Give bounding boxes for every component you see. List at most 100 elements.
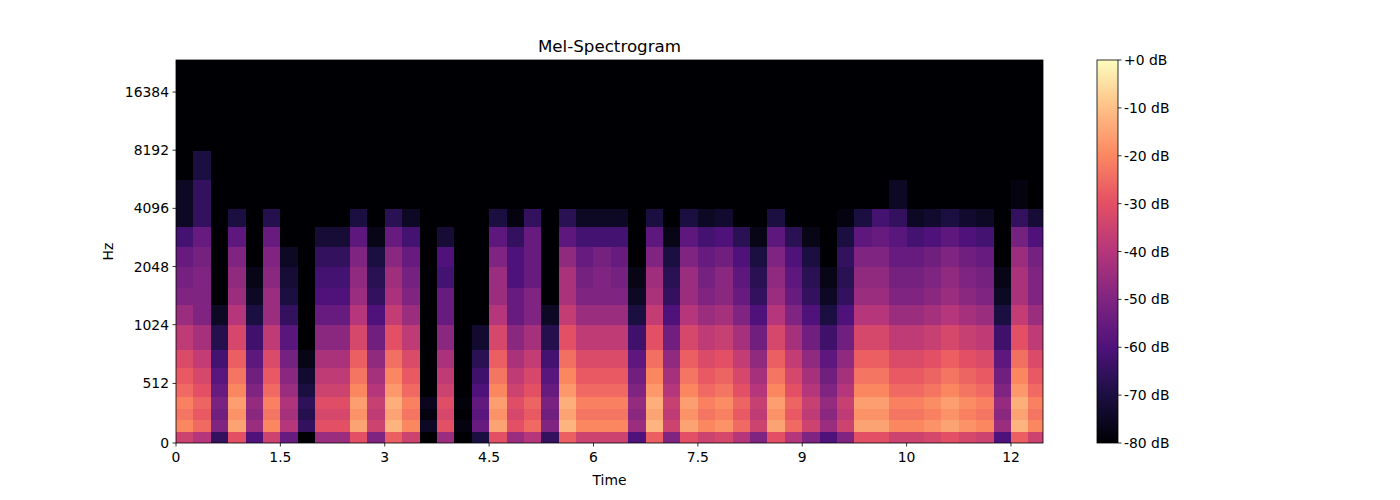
cell [924, 305, 942, 325]
cell [924, 325, 942, 351]
cell [350, 396, 368, 408]
cell [420, 92, 438, 151]
cell [367, 325, 385, 351]
cell [837, 60, 855, 92]
cell [541, 92, 559, 151]
cell [733, 150, 751, 179]
cell [994, 208, 1012, 227]
cell [420, 305, 438, 325]
cell [750, 305, 768, 325]
cell [315, 226, 333, 246]
cell [941, 208, 959, 227]
cell [489, 431, 507, 443]
cell [750, 431, 768, 443]
x-tick-label: 1.5 [269, 449, 291, 465]
cell [767, 350, 785, 368]
cell [454, 246, 472, 266]
cell [820, 408, 838, 420]
cell [524, 383, 542, 396]
cell [280, 431, 298, 443]
cell [1011, 246, 1029, 266]
cell [593, 396, 611, 408]
cell [680, 92, 698, 151]
cell [524, 350, 542, 368]
cell [976, 383, 994, 396]
cell [767, 431, 785, 443]
cell [454, 92, 472, 151]
cell [663, 267, 681, 288]
cell [333, 246, 351, 266]
cell [820, 246, 838, 266]
cell [767, 150, 785, 179]
cell [576, 246, 594, 266]
cell [472, 287, 490, 305]
cell [750, 383, 768, 396]
cell [176, 367, 194, 383]
cell [385, 383, 403, 396]
cell [193, 305, 211, 325]
cell [1028, 305, 1043, 325]
cell [837, 325, 855, 351]
cell [994, 350, 1012, 368]
y-tick-label: 8192 [134, 142, 169, 158]
cell [715, 92, 733, 151]
cell [907, 383, 925, 396]
cell [489, 305, 507, 325]
cell [1011, 150, 1029, 179]
cell [367, 226, 385, 246]
cell [280, 305, 298, 325]
cell [1028, 287, 1043, 305]
cell [385, 396, 403, 408]
cell [472, 367, 490, 383]
cell [994, 287, 1012, 305]
cell [680, 350, 698, 368]
cell [472, 60, 490, 92]
colorbar-tick [1118, 203, 1122, 204]
cell [367, 208, 385, 227]
cell [228, 420, 246, 432]
cell [385, 367, 403, 383]
cell [350, 431, 368, 443]
cell [298, 431, 316, 443]
cell [663, 226, 681, 246]
cell [698, 179, 716, 209]
cell [385, 179, 403, 209]
cell [941, 305, 959, 325]
cell [524, 150, 542, 179]
cell [663, 92, 681, 151]
cell [941, 92, 959, 151]
cell [941, 350, 959, 368]
cell [733, 208, 751, 227]
cell [715, 246, 733, 266]
cell [680, 325, 698, 351]
cell [454, 325, 472, 351]
cell [472, 226, 490, 246]
cell [663, 208, 681, 227]
cell [176, 179, 194, 209]
cell [420, 431, 438, 443]
cell [367, 179, 385, 209]
cell [437, 208, 455, 227]
cell [785, 420, 803, 432]
cell [350, 246, 368, 266]
cell [680, 246, 698, 266]
cell [733, 408, 751, 420]
cell [924, 367, 942, 383]
cell [680, 383, 698, 396]
cell [176, 267, 194, 288]
cell [298, 420, 316, 432]
cell [715, 267, 733, 288]
cell [872, 226, 890, 246]
cell [959, 150, 977, 179]
cell [193, 396, 211, 408]
colorbar-tick [1118, 395, 1122, 396]
cell [698, 226, 716, 246]
cell [193, 179, 211, 209]
cell [176, 208, 194, 227]
cell [785, 367, 803, 383]
cell [854, 305, 872, 325]
cell [854, 408, 872, 420]
cell [507, 396, 525, 408]
cell [1028, 383, 1043, 396]
cell [576, 92, 594, 151]
